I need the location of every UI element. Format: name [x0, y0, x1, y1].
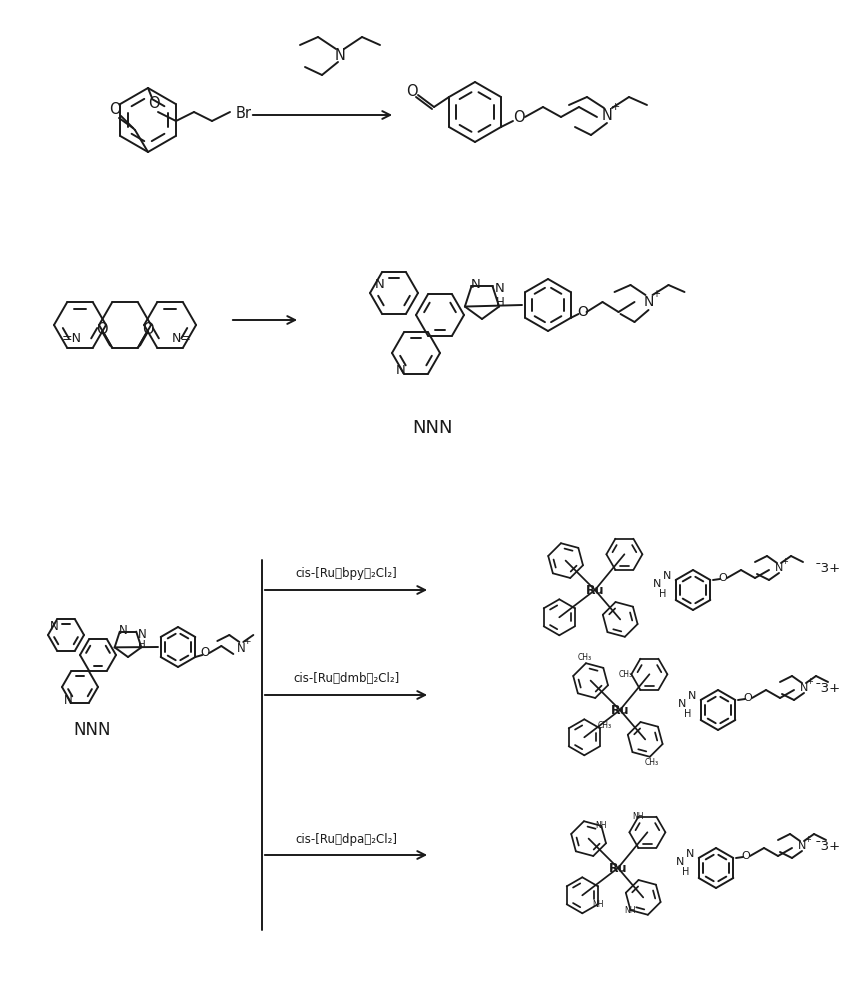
Text: cis-[Ru（dmb）₂Cl₂]: cis-[Ru（dmb）₂Cl₂]: [293, 672, 399, 686]
Text: N: N: [775, 563, 783, 573]
Text: N: N: [797, 841, 806, 851]
Text: NH: NH: [595, 821, 607, 830]
Text: O: O: [719, 573, 727, 583]
Text: Br: Br: [236, 106, 252, 121]
Text: N: N: [471, 278, 481, 292]
Text: N: N: [653, 579, 661, 589]
Text: CH₃: CH₃: [619, 670, 632, 679]
Text: ¯3+: ¯3+: [815, 682, 841, 694]
Text: O: O: [741, 851, 750, 861]
Text: O: O: [744, 693, 753, 703]
Text: N: N: [118, 624, 127, 638]
Text: cis-[Ru（dpa）₂Cl₂]: cis-[Ru（dpa）₂Cl₂]: [295, 832, 397, 846]
Text: O: O: [149, 97, 160, 111]
Text: NH: NH: [592, 900, 604, 909]
Text: N: N: [49, 620, 59, 634]
Text: H: H: [659, 589, 667, 599]
Text: N: N: [644, 295, 654, 309]
Text: N: N: [686, 849, 694, 859]
Text: H: H: [138, 640, 146, 650]
Text: NNN: NNN: [412, 419, 452, 437]
Text: Ru: Ru: [611, 704, 629, 716]
Text: N: N: [396, 364, 406, 377]
Text: N: N: [663, 571, 671, 581]
Text: NNN: NNN: [73, 721, 111, 739]
Text: +: +: [807, 678, 813, 686]
Text: O: O: [406, 84, 418, 99]
Text: +: +: [244, 638, 251, 647]
Text: O: O: [200, 647, 210, 660]
Text: Ru: Ru: [586, 584, 604, 596]
Text: N: N: [800, 683, 808, 693]
Text: O: O: [96, 322, 108, 337]
Text: H: H: [683, 867, 689, 877]
Text: O: O: [109, 103, 121, 117]
Text: +: +: [610, 102, 619, 112]
Text: N: N: [334, 47, 346, 62]
Text: NH: NH: [625, 906, 636, 915]
Text: =N: =N: [62, 332, 82, 346]
Text: +: +: [804, 836, 811, 844]
Text: N: N: [676, 857, 684, 867]
Text: N: N: [137, 628, 146, 641]
Text: H: H: [684, 709, 692, 719]
Text: H: H: [496, 296, 505, 310]
Text: O: O: [143, 322, 154, 337]
Text: N=: N=: [172, 332, 192, 346]
Text: Ru: Ru: [609, 861, 627, 874]
Text: NH: NH: [632, 812, 645, 821]
Text: +: +: [782, 558, 789, 566]
Text: N: N: [375, 278, 384, 292]
Text: N: N: [601, 107, 613, 122]
Text: +: +: [652, 289, 660, 299]
Text: CH₃: CH₃: [577, 653, 592, 662]
Text: N: N: [495, 282, 505, 296]
Text: ¯3+: ¯3+: [815, 840, 841, 852]
Text: N: N: [678, 699, 686, 709]
Text: CH₃: CH₃: [645, 758, 658, 767]
Text: N: N: [237, 642, 245, 654]
Text: CH₃: CH₃: [598, 721, 613, 730]
Text: N: N: [688, 691, 696, 701]
Text: N: N: [64, 694, 73, 708]
Text: O: O: [577, 305, 588, 319]
Text: ¯3+: ¯3+: [815, 562, 841, 574]
Text: O: O: [513, 109, 524, 124]
Text: cis-[Ru（bpy）₂Cl₂]: cis-[Ru（bpy）₂Cl₂]: [295, 568, 397, 580]
